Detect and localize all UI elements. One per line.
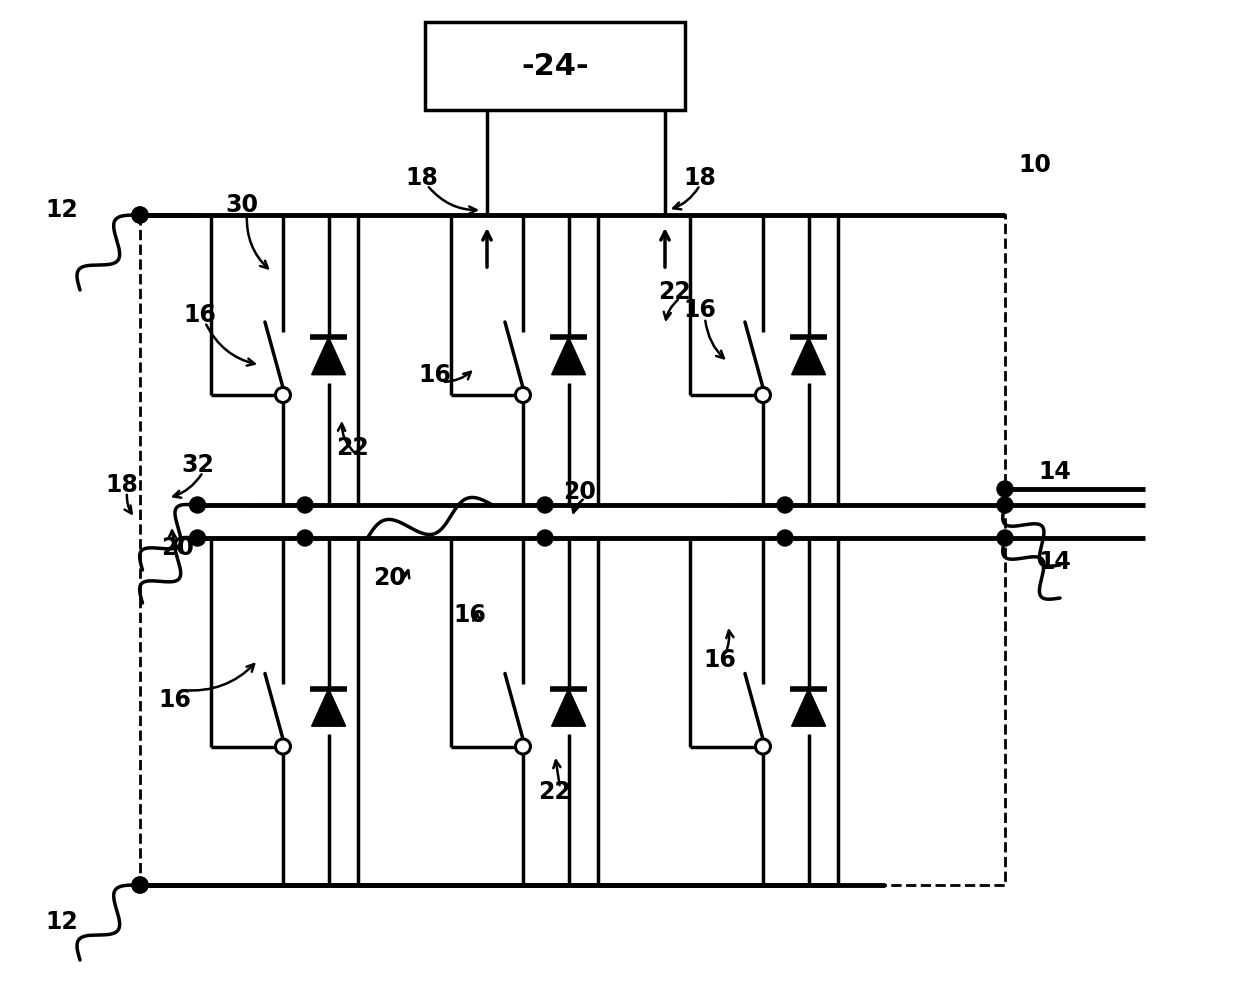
Text: 30: 30 (226, 193, 258, 217)
Text: 22: 22 (658, 280, 692, 304)
Text: 18: 18 (105, 473, 139, 497)
Polygon shape (552, 337, 585, 375)
Circle shape (777, 530, 794, 546)
Text: 16: 16 (419, 363, 451, 387)
Circle shape (190, 530, 206, 546)
Circle shape (537, 530, 553, 546)
Text: 18: 18 (683, 166, 717, 190)
Circle shape (537, 497, 553, 513)
Text: 14: 14 (1039, 460, 1071, 484)
Text: 16: 16 (683, 298, 717, 322)
Polygon shape (552, 689, 585, 726)
Circle shape (997, 530, 1013, 546)
Text: -24-: -24- (521, 52, 589, 81)
Polygon shape (791, 337, 826, 375)
Circle shape (275, 388, 290, 403)
Text: 20: 20 (161, 536, 195, 560)
Circle shape (997, 497, 1013, 513)
Circle shape (516, 388, 531, 403)
Text: 20: 20 (373, 566, 407, 590)
Circle shape (777, 497, 794, 513)
Circle shape (298, 530, 312, 546)
Circle shape (131, 207, 148, 223)
Text: 16: 16 (159, 688, 191, 712)
Circle shape (275, 739, 290, 754)
Text: 16: 16 (454, 603, 486, 627)
Polygon shape (311, 689, 346, 726)
Bar (140, 215, 1004, 885)
Text: 12: 12 (46, 198, 78, 222)
Text: 22: 22 (336, 436, 368, 460)
Circle shape (516, 739, 531, 754)
Circle shape (997, 481, 1013, 497)
Text: 16: 16 (184, 303, 217, 327)
Polygon shape (311, 337, 346, 375)
Circle shape (131, 207, 148, 223)
Text: 12: 12 (46, 910, 78, 934)
Circle shape (131, 877, 148, 893)
Bar (425, 22, 684, 110)
Text: 14: 14 (1039, 550, 1071, 574)
Text: 16: 16 (703, 648, 737, 672)
Circle shape (298, 497, 312, 513)
Text: 32: 32 (181, 453, 215, 477)
Text: 22: 22 (538, 780, 572, 804)
Circle shape (131, 877, 148, 893)
Polygon shape (791, 689, 826, 726)
Circle shape (755, 739, 770, 754)
Text: 20: 20 (563, 480, 596, 504)
Circle shape (190, 497, 206, 513)
Text: 10: 10 (1018, 153, 1052, 177)
Text: 18: 18 (405, 166, 439, 190)
Circle shape (755, 388, 770, 403)
